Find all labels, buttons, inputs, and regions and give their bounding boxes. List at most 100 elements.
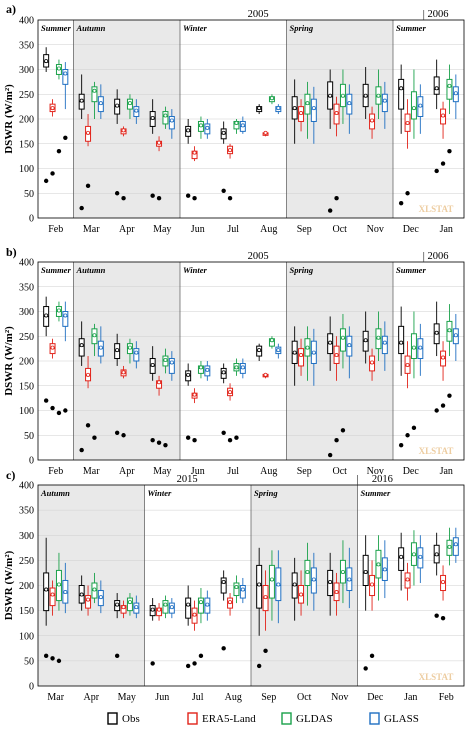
y-tick-label: 150 [19,381,34,392]
box-mean-marker [121,605,126,610]
box-mean-marker [50,106,55,111]
x-tick-label: Jun [155,692,169,703]
box-mean-marker [192,150,197,155]
watermark-text: XLSTAT [419,446,454,456]
outlier-point [227,438,233,443]
box-mean-marker [411,106,416,111]
box-mean-marker [150,116,155,121]
panel-label: c) [6,468,15,482]
outlier-point [327,208,333,213]
box-mean-marker [382,98,387,103]
box-mean-marker [382,340,387,345]
legend-item: GLDAS [281,712,333,725]
box-mean-marker [382,567,387,572]
x-tick-label: Mar [83,466,100,477]
box-mean-marker [192,392,197,397]
year-label: | 2006 [423,9,449,20]
season-label: Spring [254,488,278,498]
box-mean-marker [328,93,333,98]
y-tick-label: 400 [19,481,34,492]
x-tick-label: Jan [440,466,453,477]
box-mean-marker [257,106,262,111]
legend-label: GLDAS [296,713,333,725]
box-glass [133,348,140,362]
y-tick-label: 300 [19,65,34,76]
box-obs [256,564,263,609]
x-tick-label: Feb [48,466,63,477]
outlier-point [192,196,197,201]
box-mean-marker [98,345,103,350]
box-mean-marker [205,125,210,130]
legend-swatch [107,712,118,725]
outlier-point [50,171,55,176]
box-mean-marker [134,108,139,113]
box-era5-land [298,348,305,367]
box-mean-marker [169,605,174,610]
box-glass [62,311,69,327]
outlier-point [363,666,368,671]
y-tick-label: 350 [19,40,34,51]
outlier-point [43,178,49,184]
box-glass [62,69,69,85]
x-tick-label: Nov [331,692,348,703]
box-obs [78,338,85,357]
box-gldas [126,597,133,612]
box-mean-marker [163,357,168,362]
box-gldas [339,328,346,352]
y-tick-label: 300 [19,531,34,542]
season-label: Winter [148,488,172,498]
box-mean-marker [92,587,97,592]
outlier-point [227,196,233,201]
box-mean-marker [363,93,368,98]
box-obs [220,577,227,594]
box-mean-marker [198,600,203,605]
box-mean-marker [328,340,333,345]
y-tick-label: 250 [19,90,34,101]
box-mean-marker [44,59,49,64]
box-obs [43,572,50,612]
outlier-point [56,410,62,416]
legend-swatch [281,712,292,725]
legend-label: GLASS [384,713,419,725]
y-tick-label: 150 [19,139,34,150]
season-label: Summer [361,488,391,498]
box-mean-marker [311,577,316,582]
panel-label: a) [6,2,16,16]
y-tick-label: 0 [29,682,34,693]
box-mean-marker [50,592,55,597]
box-mean-marker [399,554,404,559]
outlier-point [398,200,404,206]
season-label: Summer [41,265,71,275]
box-mean-marker [240,587,245,592]
box-mean-marker [240,365,245,370]
box-mean-marker [405,120,410,125]
outlier-point [50,656,55,661]
box-mean-marker [115,348,120,353]
y-tick-label: 400 [19,16,34,27]
outlier-point [334,438,339,443]
outlier-point [150,438,155,443]
y-axis-label: DSWR (W/m²) [3,84,15,154]
x-tick-label: May [118,692,136,703]
box-mean-marker [121,370,126,375]
outlier-point [121,433,126,438]
outlier-point [92,435,97,440]
box-glass [168,358,175,374]
x-tick-label: Oct [297,692,312,703]
y-axis-label: DSWR (W/m²) [3,550,15,620]
box-mean-marker [186,602,191,607]
box-mean-marker [370,582,375,587]
box-mean-marker [453,91,458,96]
x-tick-label: Aug [225,692,242,703]
box-mean-marker [205,367,210,372]
box-mean-marker [115,602,120,607]
y-tick-label: 200 [19,581,34,592]
box-mean-marker [228,390,233,395]
box-gldas [197,597,204,614]
outlier-point [114,653,120,659]
chart-panel: 0 50 100 150 200 250 300 350 400 Summer Autumn Wint… [3,2,465,235]
box-mean-marker [299,353,304,358]
box-obs [185,597,192,619]
box-mean-marker [163,602,168,607]
box-mean-marker [305,569,310,574]
